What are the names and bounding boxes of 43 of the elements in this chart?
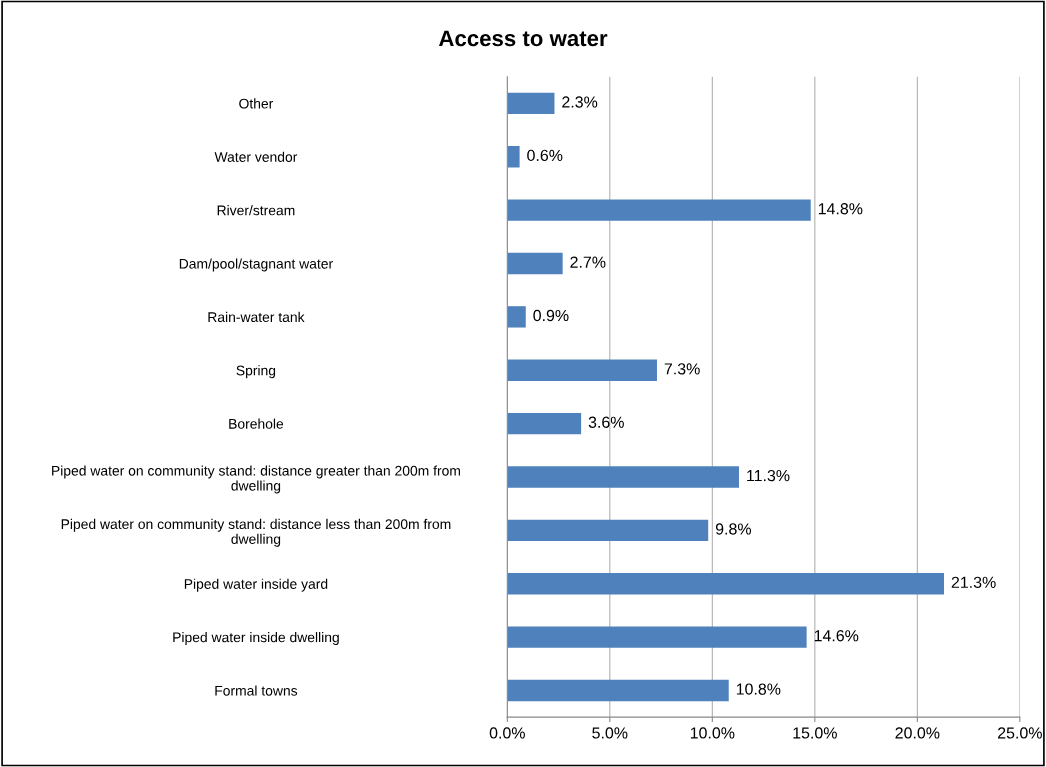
y-tick-label: Piped water inside dwelling (173, 632, 339, 645)
bar (507, 519, 709, 542)
x-tick-label: 0.0% (489, 727, 525, 739)
x-tick-label: 10.0% (690, 727, 735, 739)
bar (507, 466, 739, 488)
data-label: 9.8% (715, 523, 752, 535)
data-label: 10.8% (736, 683, 781, 695)
bar (507, 306, 526, 328)
data-label: 2.3% (562, 96, 598, 108)
data-label: 0.6% (527, 149, 563, 162)
y-tick-label: Piped water on community stand: distance less than 200m from dwelling (61, 518, 451, 547)
y-tick-label: Spring (236, 365, 276, 379)
bar (507, 252, 563, 275)
data-label: 21.3% (951, 576, 996, 589)
bar (507, 679, 729, 702)
y-tick-label: Rain-water tank (208, 311, 305, 323)
y-tick-label: River/stream (217, 205, 295, 216)
y-tick-label: Other (239, 98, 274, 109)
bar (507, 359, 657, 381)
bar (507, 199, 811, 221)
bar (507, 626, 807, 648)
data-label: 14.8% (818, 203, 863, 215)
bar (507, 573, 944, 595)
bar (507, 412, 582, 435)
data-label: 14.6% (814, 630, 859, 642)
data-label: 11.3% (747, 469, 790, 482)
x-tick-label: 5.0% (592, 727, 628, 739)
y-tick-label: Water vendor (214, 151, 298, 162)
data-label: 0.9% (533, 309, 569, 322)
y-tick-label: Dam/pool/stagnant water (179, 258, 333, 272)
y-tick-label: Formal towns (215, 685, 298, 696)
y-tick-label: Piped water inside yard (184, 578, 328, 592)
y-tick-label: Borehole (229, 418, 284, 429)
data-label: 7.3% (664, 363, 700, 375)
data-label: 3.6% (588, 416, 624, 428)
bar (507, 146, 520, 168)
chart-title: Access to water (438, 30, 608, 47)
bar (507, 92, 555, 115)
y-tick-label: Piped water on community stand: distance greater than 200m from dwelling (52, 465, 460, 494)
x-tick-label: 25.0% (998, 727, 1042, 739)
x-tick-label: 20.0% (895, 727, 940, 739)
x-tick-label: 15.0% (793, 727, 837, 739)
data-label: 2.7% (570, 256, 606, 268)
